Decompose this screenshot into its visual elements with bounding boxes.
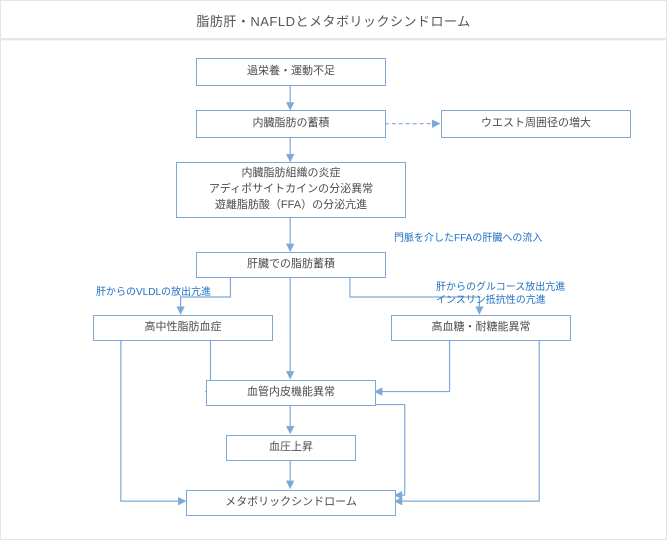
flow-node-n9: メタボリックシンドローム [186,490,396,516]
flow-node-n4: 肝臓での脂肪蓄積 [196,252,386,278]
flow-node-n2b: ウエスト周囲径の増大 [441,110,631,138]
flow-node-n1: 過栄養・運動不足 [196,58,386,86]
annotation-a1: 門脈を介したFFAの肝臓への流入 [394,232,542,245]
edge [395,340,539,501]
edge [375,340,450,392]
flow-node-n6: 高血糖・耐糖能異常 [391,315,571,341]
flow-node-n8: 血圧上昇 [226,435,356,461]
diagram-frame: 脂肪肝・NAFLDとメタボリックシンドローム 過栄養・運動不足内臓脂肪の蓄積 ウエ… [0,0,667,540]
flow-node-n5: 高中性脂肪血症 [93,315,273,341]
flow-node-n2: 内臓脂肪の蓄積 [196,110,386,138]
edge [121,340,186,501]
annotation-a3: 肝からのグルコース放出亢進インスリン抵抗性の亢進 [436,281,565,307]
annotation-a2: 肝からのVLDLの放出亢進 [96,286,211,299]
flow-node-n7: 血管内皮機能異常 [206,380,376,406]
edge [370,405,405,496]
flowchart-canvas: 過栄養・運動不足内臓脂肪の蓄積 ウエスト周囲径の増大内臓脂肪組織の炎症アディポサイ… [1,40,666,538]
flow-node-n3: 内臓脂肪組織の炎症アディポサイトカインの分泌異常遊離脂肪酸（FFA）の分泌亢進 [176,162,406,218]
diagram-title: 脂肪肝・NAFLDとメタボリックシンドローム [1,1,666,38]
